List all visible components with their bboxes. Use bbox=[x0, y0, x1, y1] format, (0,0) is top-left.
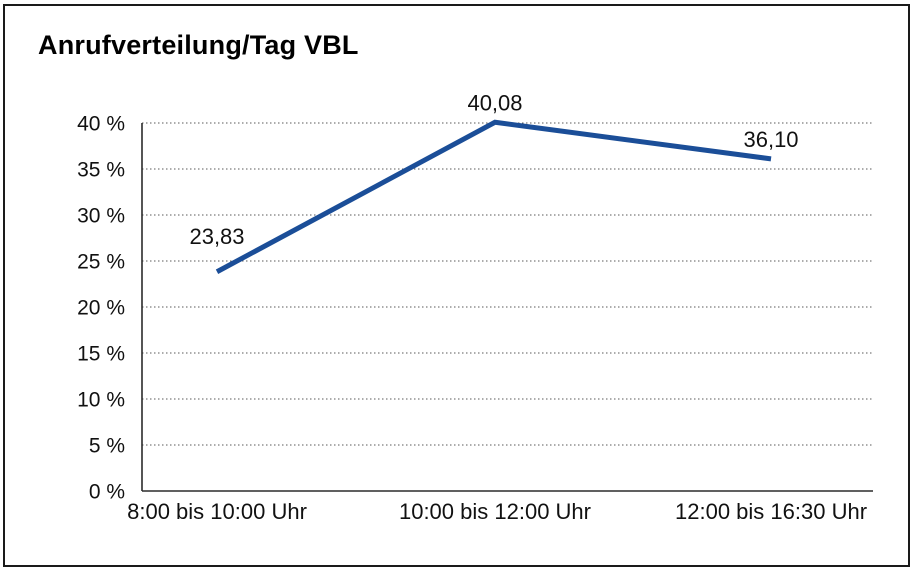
data-point-label: 36,10 bbox=[743, 127, 798, 152]
y-tick-label: 10 % bbox=[77, 389, 125, 412]
axes bbox=[141, 123, 873, 492]
y-tick-label: 5 % bbox=[89, 435, 125, 458]
y-tick-label: 0 % bbox=[89, 481, 125, 504]
data-point-label: 40,08 bbox=[467, 90, 522, 115]
y-tick-label: 30 % bbox=[77, 205, 125, 228]
series-line bbox=[215, 119, 772, 274]
series-line-group bbox=[215, 119, 772, 274]
y-tick-label: 25 % bbox=[77, 251, 125, 274]
data-point-label: 23,83 bbox=[189, 224, 244, 249]
y-tick-label: 40 % bbox=[77, 113, 125, 136]
data-point-labels: 23,83 40,08 36,10 bbox=[189, 90, 798, 249]
y-tick-label: 15 % bbox=[77, 343, 125, 366]
y-axis-labels: 0 % 5 % 10 % 15 % 20 % 25 % 30 % 35 % 40 % bbox=[77, 113, 125, 504]
x-category-label: 8:00 bis 10:00 Uhr bbox=[127, 499, 307, 524]
x-category-label: 12:00 bis 16:30 Uhr bbox=[675, 499, 867, 524]
x-category-label: 10:00 bis 12:00 Uhr bbox=[399, 499, 591, 524]
chart-title: Anrufverteilung/Tag VBL bbox=[38, 30, 359, 60]
chart-frame bbox=[3, 4, 910, 567]
x-axis-labels: 8:00 bis 10:00 Uhr 10:00 bis 12:00 Uhr 12:… bbox=[127, 499, 867, 524]
y-tick-label: 35 % bbox=[77, 159, 125, 182]
gridlines bbox=[142, 122, 873, 446]
y-tick-label: 20 % bbox=[77, 297, 125, 320]
